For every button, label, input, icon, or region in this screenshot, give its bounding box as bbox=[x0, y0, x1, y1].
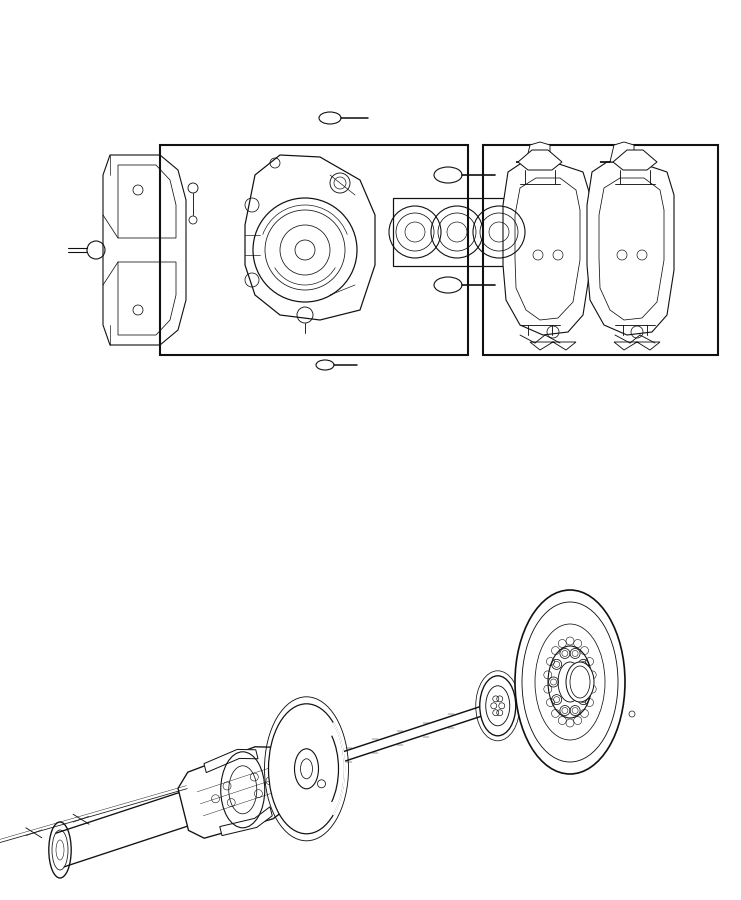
Polygon shape bbox=[220, 806, 272, 835]
Ellipse shape bbox=[479, 676, 516, 736]
Ellipse shape bbox=[268, 704, 345, 833]
Polygon shape bbox=[503, 162, 590, 335]
Bar bbox=[483, 145, 718, 355]
Polygon shape bbox=[516, 142, 550, 162]
Ellipse shape bbox=[515, 590, 625, 774]
Polygon shape bbox=[600, 142, 634, 162]
Polygon shape bbox=[518, 150, 562, 170]
Polygon shape bbox=[587, 162, 674, 335]
Polygon shape bbox=[204, 750, 258, 772]
Polygon shape bbox=[245, 155, 375, 320]
Polygon shape bbox=[178, 747, 300, 838]
Bar bbox=[160, 145, 468, 355]
Ellipse shape bbox=[566, 662, 594, 702]
Polygon shape bbox=[287, 758, 309, 785]
Bar bbox=[309, 803, 325, 816]
Bar bbox=[393, 198, 520, 266]
Polygon shape bbox=[613, 150, 657, 170]
